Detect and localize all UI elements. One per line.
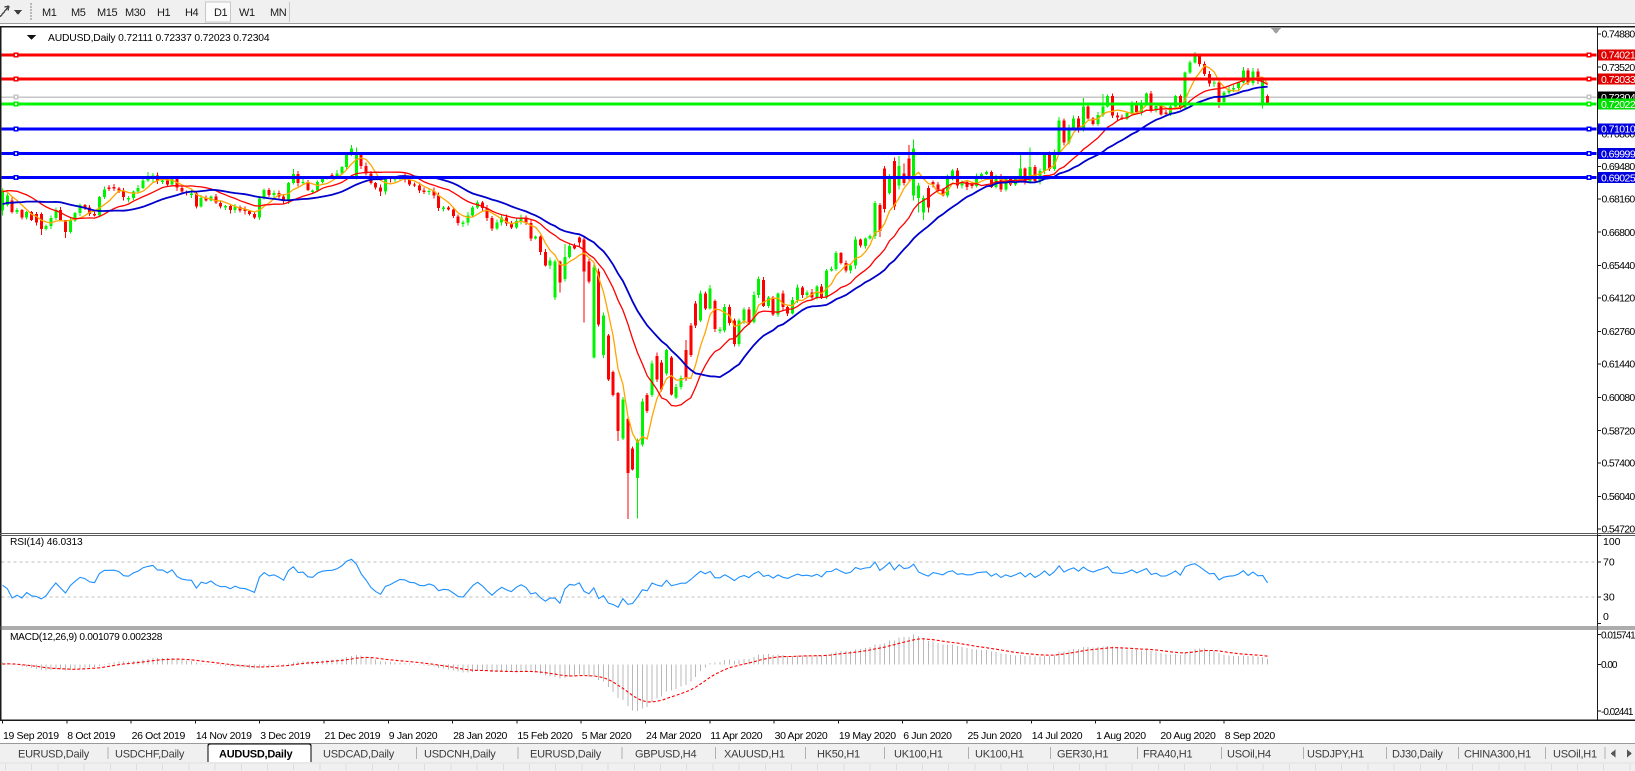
svg-text:70: 70 — [1603, 557, 1615, 569]
svg-text:0.66800: 0.66800 — [1602, 227, 1635, 239]
svg-text:0.74880: 0.74880 — [1602, 28, 1635, 40]
svg-text:25 Jun 2020: 25 Jun 2020 — [968, 730, 1022, 742]
svg-text:0.73520: 0.73520 — [1602, 62, 1635, 74]
svg-text:GER30,H1: GER30,H1 — [1057, 749, 1108, 761]
svg-text:11 Apr 2020: 11 Apr 2020 — [710, 730, 763, 742]
svg-text:19 Sep 2019: 19 Sep 2019 — [3, 730, 59, 742]
svg-text:USDCNH,Daily: USDCNH,Daily — [424, 749, 496, 761]
svg-text:AUDUSD,Daily 0.72111 0.72337: AUDUSD,Daily 0.72111 0.72337 0.72023 0.7… — [48, 33, 270, 44]
svg-text:0.61440: 0.61440 — [1602, 359, 1635, 371]
svg-text:0.72022: 0.72022 — [1601, 99, 1635, 111]
svg-text:8 Sep 2020: 8 Sep 2020 — [1225, 730, 1276, 742]
svg-text:-0.02441: -0.02441 — [1601, 707, 1634, 718]
svg-text:W1: W1 — [239, 7, 255, 19]
svg-text:H4: H4 — [185, 7, 199, 19]
svg-text:24 Mar 2020: 24 Mar 2020 — [646, 730, 702, 742]
svg-text:30: 30 — [1603, 592, 1615, 604]
svg-text:3 Dec 2019: 3 Dec 2019 — [260, 730, 311, 742]
svg-text:5 Mar 2020: 5 Mar 2020 — [582, 730, 632, 742]
svg-text:USDCHF,Daily: USDCHF,Daily — [115, 749, 185, 761]
svg-text:0.54720: 0.54720 — [1602, 524, 1635, 536]
svg-text:8 Oct 2019: 8 Oct 2019 — [67, 730, 115, 742]
svg-text:USDJPY,H1: USDJPY,H1 — [1307, 749, 1364, 761]
svg-text:HK50,H1: HK50,H1 — [817, 749, 860, 761]
svg-text:0.71010: 0.71010 — [1601, 124, 1635, 136]
svg-text:EURUSD,Daily: EURUSD,Daily — [18, 749, 90, 761]
svg-text:UK100,H1: UK100,H1 — [975, 749, 1024, 761]
svg-text:0.60080: 0.60080 — [1602, 392, 1635, 404]
svg-text:0.64120: 0.64120 — [1602, 293, 1635, 305]
svg-text:14 Nov 2019: 14 Nov 2019 — [196, 730, 252, 742]
svg-text:M5: M5 — [71, 7, 86, 19]
svg-text:H1: H1 — [157, 7, 171, 19]
svg-text:GBPUSD,H4: GBPUSD,H4 — [635, 749, 696, 761]
svg-text:19 May 2020: 19 May 2020 — [839, 730, 896, 742]
svg-text:26 Oct 2019: 26 Oct 2019 — [132, 730, 186, 742]
svg-text:21 Dec 2019: 21 Dec 2019 — [325, 730, 381, 742]
svg-text:D1: D1 — [214, 7, 228, 19]
svg-text:0.58720: 0.58720 — [1602, 425, 1635, 437]
svg-text:6 Jun 2020: 6 Jun 2020 — [903, 730, 952, 742]
svg-text:0.00: 0.00 — [1601, 660, 1618, 671]
svg-text:0.57400: 0.57400 — [1602, 458, 1635, 470]
svg-text:M15: M15 — [97, 7, 117, 19]
svg-text:USOil,H1: USOil,H1 — [1553, 749, 1597, 761]
svg-text:1 Aug 2020: 1 Aug 2020 — [1096, 730, 1146, 742]
svg-text:USDCAD,Daily: USDCAD,Daily — [323, 749, 395, 761]
svg-text:20 Aug 2020: 20 Aug 2020 — [1160, 730, 1216, 742]
svg-text:100: 100 — [1603, 536, 1621, 548]
svg-text:AUDUSD,Daily: AUDUSD,Daily — [219, 749, 294, 761]
svg-text:RSI(14) 46.0313: RSI(14) 46.0313 — [10, 537, 83, 548]
svg-text:XAUUSD,H1: XAUUSD,H1 — [724, 749, 785, 761]
svg-text:30 Apr 2020: 30 Apr 2020 — [775, 730, 828, 742]
svg-text:0.73033: 0.73033 — [1601, 74, 1635, 86]
svg-text:0.65440: 0.65440 — [1602, 260, 1635, 272]
svg-text:0.69999: 0.69999 — [1601, 149, 1635, 161]
svg-text:0.56040: 0.56040 — [1602, 491, 1635, 503]
svg-text:EURUSD,Daily: EURUSD,Daily — [530, 749, 602, 761]
svg-text:0.68160: 0.68160 — [1602, 193, 1635, 205]
svg-text:0.62760: 0.62760 — [1602, 326, 1635, 338]
svg-text:0: 0 — [1603, 611, 1609, 623]
svg-text:0.74021: 0.74021 — [1601, 50, 1635, 62]
svg-text:M30: M30 — [125, 7, 145, 19]
svg-text:9 Jan 2020: 9 Jan 2020 — [389, 730, 438, 742]
svg-text:0.015741: 0.015741 — [1601, 630, 1635, 641]
svg-text:28 Jan 2020: 28 Jan 2020 — [453, 730, 507, 742]
svg-text:USOil,H4: USOil,H4 — [1227, 749, 1271, 761]
svg-text:0.69480: 0.69480 — [1602, 161, 1635, 173]
svg-text:M1: M1 — [42, 7, 57, 19]
svg-text:DJ30,Daily: DJ30,Daily — [1392, 749, 1443, 761]
svg-text:14 Jul 2020: 14 Jul 2020 — [1032, 730, 1083, 742]
svg-text:MN: MN — [270, 7, 287, 19]
svg-text:FRA40,H1: FRA40,H1 — [1143, 749, 1192, 761]
svg-text:MACD(12,26,9) 0.001079 0.00232: MACD(12,26,9) 0.001079 0.002328 — [10, 632, 163, 643]
svg-text:CHINA300,H1: CHINA300,H1 — [1464, 749, 1531, 761]
svg-text:UK100,H1: UK100,H1 — [894, 749, 943, 761]
svg-text:15 Feb 2020: 15 Feb 2020 — [517, 730, 573, 742]
svg-text:0.69025: 0.69025 — [1601, 172, 1635, 184]
